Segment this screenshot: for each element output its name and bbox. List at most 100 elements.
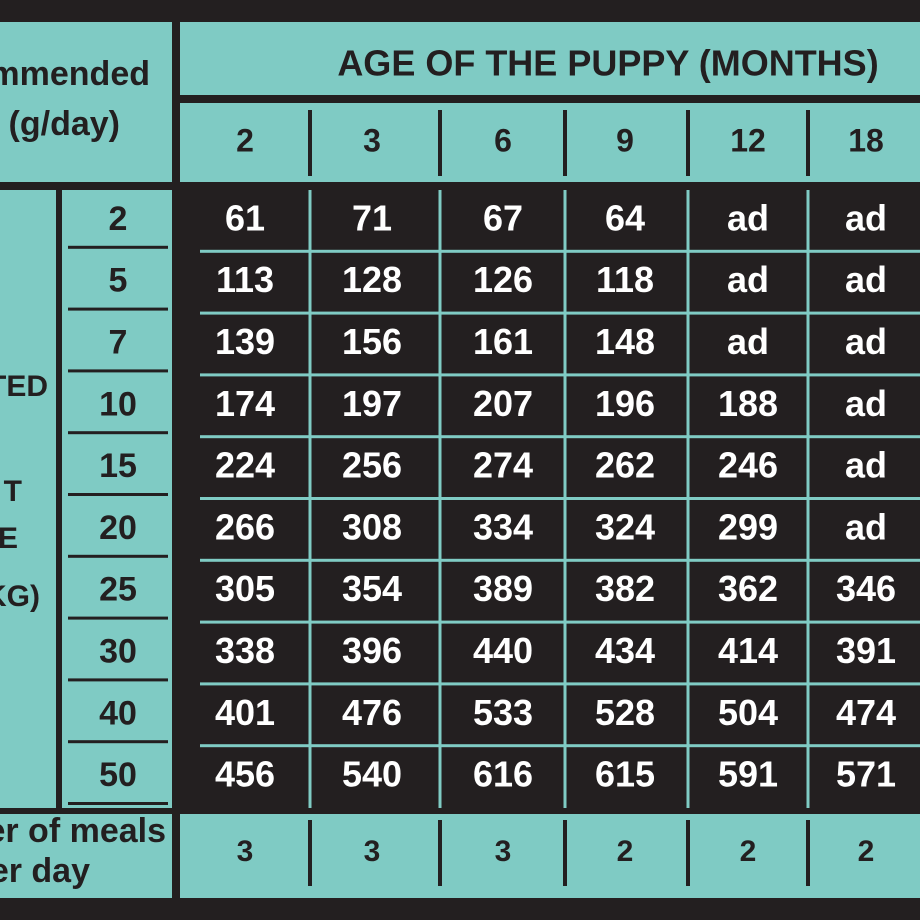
weight-underline [68,493,168,496]
side-label: E [0,522,18,555]
meals-label: er day [0,852,90,890]
cell-value: 262 [595,445,655,486]
cell-value: 540 [342,754,402,795]
cell-value: 118 [596,259,654,300]
age-label: 9 [616,122,634,158]
cell-value: 382 [595,568,655,609]
cell-value: 528 [595,692,655,733]
weight-label: 30 [99,632,137,670]
cell-value: 305 [215,568,275,609]
cell-value: 334 [473,506,533,547]
divider [308,820,312,886]
cell-value: 71 [352,197,392,238]
weight-underline [68,678,168,682]
cell-value: 128 [342,259,402,300]
cell-value: 615 [595,754,655,795]
meals-label: er of meals [0,812,166,850]
divider [563,110,567,176]
cell-value: 256 [342,445,402,486]
cell-value: 533 [473,692,533,733]
cell-value: 274 [473,445,533,486]
cell-value: 440 [473,630,533,671]
weight-panel [0,190,172,808]
grid-line [438,190,442,808]
weight-underline [68,740,168,744]
grid-line [200,497,920,500]
cell-value: 299 [718,506,778,547]
cell-value: 64 [605,197,645,238]
cell-value: 67 [483,197,523,238]
cell-value: 456 [215,754,275,795]
cell-value: 476 [342,692,402,733]
cell-value: 338 [215,630,275,671]
grid-line [563,190,567,808]
cell-value: 389 [473,568,533,609]
cell-value: 197 [342,383,402,424]
ages-row [180,103,920,182]
cell-value: ad [727,321,769,362]
grid-line [200,682,920,686]
cell-value: 504 [718,692,778,733]
weight-label: 2 [109,200,128,238]
weight-underline [68,245,168,249]
cell-value: 474 [836,692,896,733]
cell-value: 161 [473,321,533,362]
cell-value: 354 [342,568,402,609]
cell-value: ad [845,197,887,238]
divider [806,110,810,176]
weight-underline [68,307,168,311]
divider [308,110,312,176]
cell-value: 188 [718,383,778,424]
weight-label: 15 [99,447,137,485]
cell-value: 362 [718,568,778,609]
grid-line [200,620,920,624]
divider [686,110,690,176]
side-label: TED [0,370,48,403]
grid-line [200,311,920,315]
weight-label: 40 [99,694,137,732]
grid-line [200,435,920,439]
meals-value: 3 [237,835,254,868]
meals-value: 2 [740,835,757,868]
cell-value: 148 [595,321,655,362]
grid-line [308,190,312,808]
divider [438,820,442,886]
weight-label: 25 [99,571,137,609]
left-header [0,22,172,182]
cell-value: ad [845,321,887,362]
cell-value: 174 [215,383,275,424]
cell-value: ad [845,506,887,547]
divider [686,820,690,886]
weight-label: 50 [99,756,137,794]
weight-label: 20 [99,509,137,547]
meals-value: 2 [617,835,634,868]
cell-value: 591 [718,754,778,795]
weight-label: 7 [109,323,128,361]
header-text: (g/day) [9,105,120,143]
cell-value: 61 [225,197,265,238]
cell-value: 414 [718,630,778,671]
cell-value: 224 [215,445,275,486]
grid-line [806,190,810,808]
divider [563,820,567,886]
cell-value: 246 [718,445,778,486]
meals-label-cell [0,814,172,898]
age-label: 2 [236,122,254,158]
weight-underline [68,431,168,435]
cell-value: ad [845,259,887,300]
meals-value: 3 [364,835,381,868]
meals-row [180,814,920,898]
side-label: KG) [0,580,40,613]
weight-underline [68,554,168,558]
cell-value: 126 [473,259,533,300]
grid-line [200,558,920,562]
cell-value: 156 [342,321,402,362]
cell-value: 396 [342,630,402,671]
grid-line [686,190,690,808]
side-label: T [4,475,22,508]
cell-value: 113 [216,259,274,300]
weight-label: 5 [109,262,128,300]
weight-underline [68,802,168,805]
cell-value: 616 [473,754,533,795]
